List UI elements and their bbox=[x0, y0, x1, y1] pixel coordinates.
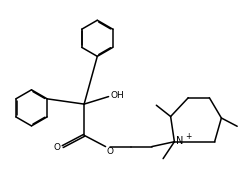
Text: N: N bbox=[175, 136, 182, 146]
Text: +: + bbox=[184, 132, 190, 141]
Text: O: O bbox=[53, 143, 60, 152]
Text: O: O bbox=[106, 147, 113, 156]
Text: OH: OH bbox=[110, 91, 124, 100]
